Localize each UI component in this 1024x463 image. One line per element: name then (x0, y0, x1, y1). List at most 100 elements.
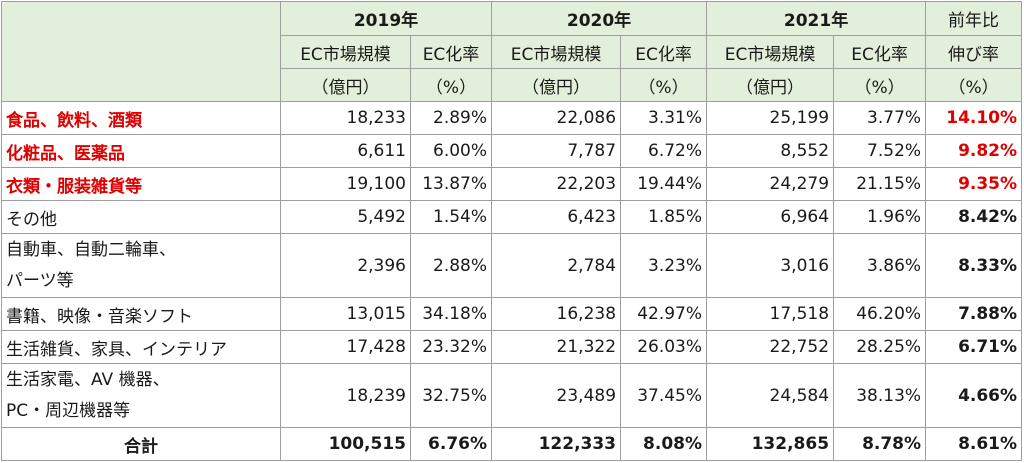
header-unit-row: （億円） （%） （億円） （%） （億円） （%） （%） (2, 68, 1023, 102)
ec-size-header-2020: EC市場規模 (491, 35, 622, 69)
growth-rate: 6.71% (925, 330, 1023, 364)
ec-rate-unit-2020: （%） (620, 68, 708, 102)
table-row: 食品、飲料、酒類 18,233 2.89% 22,086 3.31% 25,19… (1, 101, 1023, 135)
ec-rate-2019: 23.32% (409, 330, 493, 364)
ec-rate-unit-2021: （%） (833, 68, 927, 102)
ec-size-2019: 18,233 (280, 101, 411, 135)
ec-rate-2020: 1.85% (620, 200, 708, 234)
ec-size-2019: 2,396 (280, 233, 411, 298)
total-ec-size-2021: 132,865 (706, 427, 835, 461)
header-metric-row: EC市場規模 EC化率 EC市場規模 EC化率 EC市場規模 EC化率 伸び率 (2, 35, 1023, 69)
year-2020-header: 2020年 (491, 1, 708, 36)
ec-size-2021: 25,199 (706, 101, 835, 135)
ec-rate-2019: 2.88% (409, 233, 493, 298)
ec-size-2020: 22,086 (491, 101, 622, 135)
ec-rate-unit-2019: （%） (409, 68, 493, 102)
category-label: 化粧品、医薬品 (1, 134, 281, 168)
ec-size-2021: 6,964 (706, 200, 835, 234)
table-row: 生活家電、AV 機器、 PC・周辺機器等 18,239 32.75% 23,48… (1, 363, 1023, 428)
category-label: 衣類・服装雑貨等 (1, 167, 281, 201)
growth-rate: 8.33% (925, 233, 1023, 298)
total-ec-rate-2021: 8.78% (833, 427, 927, 461)
ec-size-2020: 23,489 (491, 363, 622, 428)
ec-rate-2020: 3.31% (620, 101, 708, 135)
ec-size-2020: 7,787 (491, 134, 622, 168)
ec-size-2019: 5,492 (280, 200, 411, 234)
ec-size-header-2021: EC市場規模 (706, 35, 835, 69)
growth-rate: 4.66% (925, 363, 1023, 428)
table-row: 化粧品、医薬品 6,611 6.00% 7,787 6.72% 8,552 7.… (1, 134, 1023, 168)
ec-rate-2021: 38.13% (833, 363, 927, 428)
ec-size-header-2019: EC市場規模 (280, 35, 411, 69)
growth-rate: 9.82% (925, 134, 1023, 168)
ec-rate-header-2019: EC化率 (409, 35, 493, 69)
ec-rate-2021: 7.52% (833, 134, 927, 168)
ec-size-2019: 6,611 (280, 134, 411, 168)
header-year-row: 2019年 2020年 2021年 前年比 (1, 1, 1023, 102)
category-label: その他 (1, 200, 281, 234)
category-label: 書籍、映像・音楽ソフト (1, 297, 281, 331)
category-label: 食品、飲料、酒類 (1, 101, 281, 135)
year-2019-header: 2019年 (279, 1, 493, 36)
growth-rate: 14.10% (925, 101, 1023, 135)
ec-rate-2019: 34.18% (409, 297, 493, 331)
ec-size-unit-2020: （億円） (491, 68, 622, 102)
total-ec-size-2019: 100,515 (280, 427, 411, 461)
ec-size-unit-2019: （億円） (280, 68, 411, 102)
ec-rate-2019: 1.54% (409, 200, 493, 234)
ec-size-2020: 22,203 (491, 167, 622, 201)
ec-rate-2019: 2.89% (409, 101, 493, 135)
table-row: 自動車、自動二輪車、 パーツ等 2,396 2.88% 2,784 3.23% … (1, 233, 1023, 298)
table-row: 衣類・服装雑貨等 19,100 13.87% 22,203 19.44% 24,… (1, 167, 1023, 201)
ec-size-2019: 17,428 (280, 330, 411, 364)
total-growth-rate: 8.61% (925, 427, 1023, 461)
ec-size-2021: 3,016 (706, 233, 835, 298)
ec-size-2020: 16,238 (491, 297, 622, 331)
ec-size-2020: 2,784 (491, 233, 622, 298)
growth-rate: 7.88% (925, 297, 1023, 331)
growth-rate: 8.42% (925, 200, 1023, 234)
ec-rate-2020: 26.03% (620, 330, 708, 364)
ec-rate-2020: 42.97% (620, 297, 708, 331)
ec-size-2021: 8,552 (706, 134, 835, 168)
ec-rate-2021: 1.96% (833, 200, 927, 234)
ec-rate-2021: 3.77% (833, 101, 927, 135)
growth-rate: 9.35% (925, 167, 1023, 201)
ec-size-2021: 17,518 (706, 297, 835, 331)
category-label-line2: PC・周辺機器等 (6, 400, 131, 421)
ec-rate-2020: 37.45% (620, 363, 708, 428)
ec-rate-2021: 21.15% (833, 167, 927, 201)
ec-rate-2019: 13.87% (409, 167, 493, 201)
ec-size-unit-2021: （億円） (706, 68, 835, 102)
ec-size-2021: 24,279 (706, 167, 835, 201)
year-2021-header: 2021年 (706, 1, 927, 36)
ec-size-2019: 13,015 (280, 297, 411, 331)
ec-size-2019: 19,100 (280, 167, 411, 201)
growth-header-line1: 前年比 (925, 1, 1023, 36)
category-label-line1: 生活家電、AV 機器、 (6, 369, 170, 390)
total-row: 合計 100,515 6.76% 122,333 8.08% 132,865 8… (1, 427, 1023, 461)
total-ec-rate-2020: 8.08% (620, 427, 708, 461)
ec-rate-2020: 6.72% (620, 134, 708, 168)
category-label-line1: 自動車、自動二輪車、 (6, 239, 176, 260)
ec-rate-header-2021: EC化率 (833, 35, 927, 69)
ec-rate-2019: 32.75% (409, 363, 493, 428)
ec-rate-2021: 28.25% (833, 330, 927, 364)
ec-size-2020: 6,423 (491, 200, 622, 234)
total-ec-rate-2019: 6.76% (409, 427, 493, 461)
ec-rate-2021: 46.20% (833, 297, 927, 331)
ec-rate-header-2020: EC化率 (620, 35, 708, 69)
ec-size-2021: 22,752 (706, 330, 835, 364)
table-row: 書籍、映像・音楽ソフト 13,015 34.18% 16,238 42.97% … (1, 297, 1023, 331)
growth-header-line2: 伸び率 (925, 35, 1023, 69)
total-ec-size-2020: 122,333 (491, 427, 622, 461)
table-row: その他 5,492 1.54% 6,423 1.85% 6,964 1.96% … (1, 200, 1023, 234)
ec-rate-2019: 6.00% (409, 134, 493, 168)
ec-size-2020: 21,322 (491, 330, 622, 364)
header-corner (1, 1, 281, 102)
ec-size-2021: 24,584 (706, 363, 835, 428)
table-row: 生活雑貨、家具、インテリア 17,428 23.32% 21,322 26.03… (1, 330, 1023, 364)
ec-rate-2020: 19.44% (620, 167, 708, 201)
category-label-line2: パーツ等 (6, 270, 74, 291)
